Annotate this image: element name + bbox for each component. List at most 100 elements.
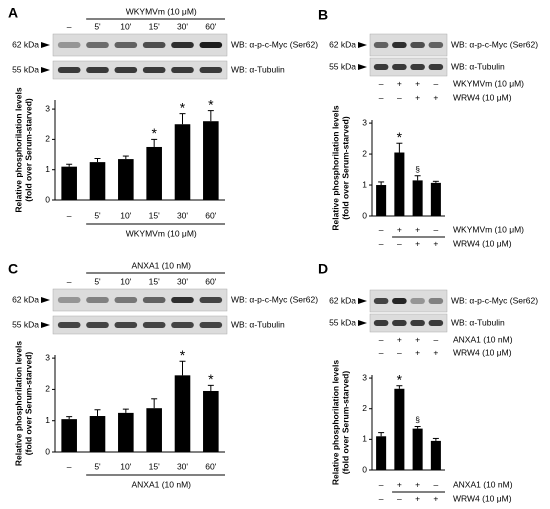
treatment-sign: + (433, 347, 438, 357)
bar (174, 375, 191, 452)
blot (52, 288, 228, 312)
bar (61, 166, 77, 200)
blot-band (410, 298, 425, 304)
treatment-sign: + (433, 92, 438, 102)
antibody-label: WB: α-Tubulin (231, 64, 285, 74)
kda-arrow (41, 67, 50, 73)
blot-band (373, 320, 389, 326)
x-tick-label: 15' (149, 461, 160, 471)
bar (146, 146, 162, 200)
y-tick-label: 0 (45, 446, 50, 456)
bar (118, 412, 134, 452)
bar (146, 408, 162, 452)
treatment-sign: + (415, 334, 420, 344)
antibody-label: WB: α-Tubulin (451, 61, 505, 71)
blot-band (114, 42, 138, 48)
bar (174, 124, 191, 200)
kda-arrow (358, 320, 367, 326)
treatment-name: WRW4 (10 μM) (453, 493, 512, 503)
blot-band (86, 322, 109, 328)
treatment-sign: + (415, 347, 420, 357)
treatment-sign: + (415, 479, 420, 489)
x-tick-label: 5' (94, 461, 101, 471)
treatment-sign: – (397, 92, 402, 102)
x-tick-label: 30' (177, 210, 188, 220)
blot-band (142, 42, 166, 48)
significance-mark: * (397, 371, 403, 387)
lane-label: 60' (205, 276, 216, 286)
blot (52, 33, 228, 57)
antibody-label: WB: α-p-c-Myc (Ser62) (231, 294, 318, 304)
kda-label: 55 kDa (12, 64, 39, 74)
treatment-sign: – (434, 479, 439, 489)
treatment-name: WKYMVm (10 μM) (453, 224, 524, 234)
blot-band (428, 64, 444, 70)
treatment-sign: – (397, 347, 402, 357)
x-tick-label: – (67, 210, 72, 220)
blot-band (410, 64, 425, 70)
significance-mark: § (415, 415, 420, 425)
blot (369, 313, 448, 333)
x-tick-label: 30' (177, 461, 188, 471)
blot-band (86, 67, 109, 73)
y-tick-label: 1 (362, 179, 367, 189)
bar (412, 180, 423, 216)
x-tick-label: 60' (205, 210, 216, 220)
treatment-sign: – (379, 493, 384, 503)
blot-band (199, 322, 223, 328)
kda-arrow (41, 297, 50, 303)
y-tick-label: 3 (362, 117, 367, 127)
blot-band (428, 42, 444, 48)
bar (412, 428, 423, 470)
bar (430, 440, 441, 470)
treatment-sign: + (415, 92, 420, 102)
treatment-sign: – (379, 78, 384, 88)
bar (89, 162, 106, 200)
panel-letter: C (8, 261, 18, 277)
lane-label: 10' (120, 276, 131, 286)
kda-arrow (358, 42, 367, 48)
blot-band (373, 42, 389, 48)
blot-band (114, 67, 138, 73)
kda-label: 62 kDa (329, 295, 356, 305)
panel-letter: B (318, 7, 328, 23)
y-axis-label: Relative phosphorilation levels (13, 87, 23, 212)
kda-arrow (41, 322, 50, 328)
y-tick-label: 1 (362, 434, 367, 444)
blot-band (114, 322, 138, 328)
blot-band (428, 298, 444, 304)
x-tick-label: – (67, 461, 72, 471)
x-tick-label: 60' (205, 461, 216, 471)
treatment-sign: + (397, 334, 402, 344)
kda-label: 62 kDa (12, 39, 39, 49)
treatment-sign: + (433, 493, 438, 503)
y-tick-label: 0 (362, 210, 367, 220)
treatment-name: WRW4 (10 μM) (453, 347, 512, 357)
x-tick-label: 10' (120, 461, 131, 471)
treatment-sign: + (397, 224, 402, 234)
treatment-sign: – (379, 92, 384, 102)
y-axis-label: (fold over Serum-starved) (340, 116, 350, 220)
treatment-sign: + (397, 78, 402, 88)
significance-mark: * (208, 96, 214, 112)
y-axis-label: Relative phosphorilation levels (13, 341, 23, 466)
blot-band (86, 297, 109, 303)
blot-band (392, 320, 407, 326)
significance-mark: * (208, 371, 214, 387)
treatment-sign: + (415, 238, 420, 248)
treatment-header: WKYMVm (10 μM) (126, 6, 197, 16)
treatment-name: WKYMVm (10 μM) (453, 78, 524, 88)
x-tick-label: 10' (120, 210, 131, 220)
blot-band (392, 64, 407, 70)
bar (118, 159, 134, 200)
treatment-sign: – (434, 224, 439, 234)
y-axis-label: (fold over Serum-starved) (23, 98, 33, 202)
kda-arrow (358, 298, 367, 304)
bar (376, 436, 387, 470)
blot-band (373, 298, 389, 304)
y-axis-label: Relative phosphorilation levels (330, 360, 340, 485)
kda-label: 55 kDa (12, 319, 39, 329)
y-axis-label: Relative phosphorilation levels (330, 105, 340, 230)
treatment-name: ANXA1 (10 nM) (453, 479, 513, 489)
